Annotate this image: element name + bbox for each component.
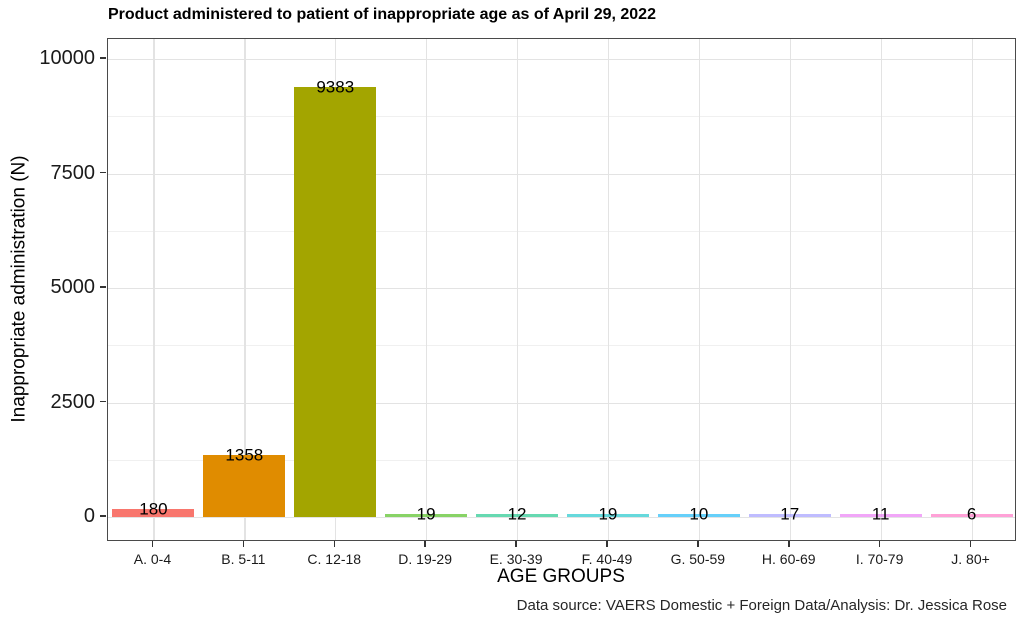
x-axis-title: AGE GROUPS [497, 566, 625, 587]
y-tick-label: 10000 [39, 47, 95, 69]
bar-j-80 [930, 514, 1013, 517]
x-tick-label: E. 30-39 [489, 551, 543, 567]
bar-f-40-49 [566, 514, 649, 517]
category-gridline [698, 39, 701, 540]
y-axis-tick [100, 171, 106, 174]
y-axis-tick [100, 400, 106, 403]
major-gridline [108, 59, 1015, 61]
bar-i-70-79 [839, 514, 922, 517]
bar-value-label: 1358 [225, 445, 264, 465]
category-gridline [153, 39, 155, 540]
minor-gridline [108, 230, 1015, 232]
bar-a-0-4 [112, 508, 195, 517]
x-axis-tick [151, 541, 154, 547]
chart-title: Product administered to patient of inapp… [108, 6, 656, 23]
bar-value-label: 19 [598, 504, 618, 524]
x-axis-tick [697, 541, 699, 547]
bar-value-label: 19 [416, 504, 436, 524]
bar-value-label: 12 [507, 504, 527, 524]
x-axis-tick [424, 541, 426, 547]
data-source-caption: Data source: VAERS Domestic + Foreign Da… [516, 597, 1007, 614]
category-gridline [426, 39, 428, 540]
x-axis-tick [242, 541, 245, 547]
x-tick-label: G. 50-59 [670, 551, 726, 567]
major-gridline [108, 288, 1015, 290]
x-tick-label: A. 0-4 [133, 551, 172, 567]
x-tick-label: F. 40-49 [581, 551, 633, 567]
major-gridline [108, 173, 1015, 175]
x-tick-label: H. 60-69 [761, 551, 816, 567]
y-tick-label: 7500 [50, 161, 96, 184]
bar-value-label: 180 [139, 499, 168, 519]
y-axis-tick [100, 57, 106, 59]
category-gridline [880, 39, 882, 540]
x-tick-label: B. 5-11 [221, 551, 266, 567]
x-tick-label: I. 70-79 [855, 551, 904, 567]
bar-d-19-29 [385, 514, 468, 517]
bar-h-60-69 [748, 514, 831, 517]
minor-gridline [108, 459, 1015, 461]
category-gridline [789, 39, 791, 540]
bar-value-label: 6 [966, 504, 977, 524]
x-axis-tick [606, 541, 608, 547]
bar-e-30-39 [476, 514, 559, 517]
x-axis-tick [788, 541, 790, 547]
category-gridline [607, 39, 610, 540]
x-tick-label: J. 80+ [951, 551, 990, 567]
bar-value-label: 10 [689, 504, 709, 524]
category-gridline [244, 39, 246, 540]
y-tick-label: 0 [83, 505, 95, 527]
bar-b-5-11 [203, 454, 286, 517]
x-tick-label: C. 12-18 [307, 551, 362, 567]
y-axis-tick [100, 286, 106, 288]
bar-value-label: 11 [871, 504, 890, 524]
x-axis-tick [333, 541, 335, 547]
category-gridline [517, 39, 519, 540]
category-gridline [971, 39, 973, 540]
major-gridline [108, 402, 1015, 404]
y-tick-label: 5000 [50, 276, 96, 298]
minor-gridline [108, 116, 1015, 118]
x-axis-tick [515, 541, 517, 547]
bar-g-50-59 [657, 514, 740, 517]
plot-panel: 180 1358 9383 19 12 19 10 17 11 6 [107, 38, 1016, 541]
x-axis-tick [969, 541, 972, 547]
minor-gridline [108, 345, 1015, 347]
bar-c-12-18 [294, 87, 377, 517]
x-tick-label: D. 19-29 [398, 551, 452, 567]
bar-value-label: 9383 [316, 77, 355, 97]
bar-value-label: 17 [780, 504, 800, 524]
major-gridline [108, 517, 1015, 519]
y-tick-label: 2500 [50, 390, 96, 413]
y-axis-tick [100, 515, 106, 517]
x-axis-tick [878, 541, 881, 547]
